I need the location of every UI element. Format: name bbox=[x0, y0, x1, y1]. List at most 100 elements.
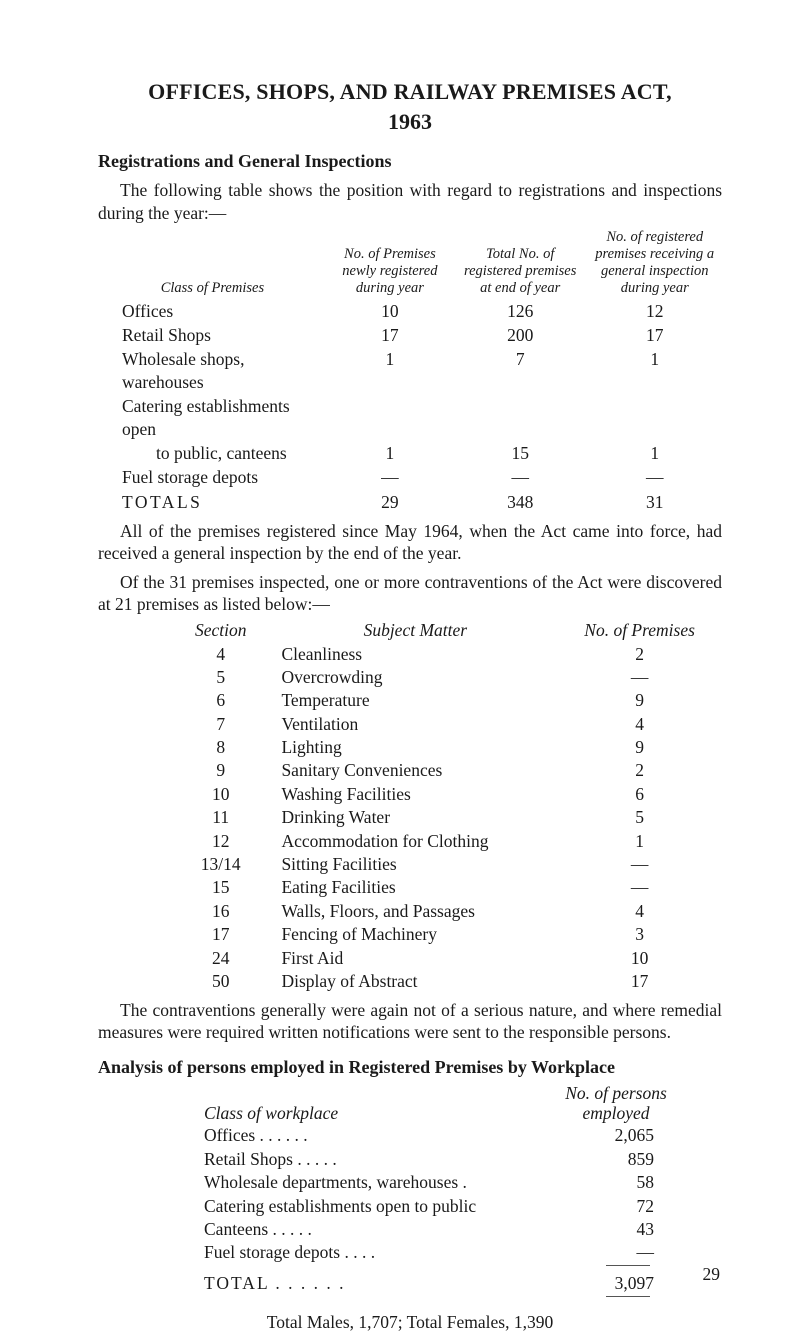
t1-total-c4: 31 bbox=[587, 490, 722, 514]
t2-count: 5 bbox=[557, 806, 722, 829]
t2-section: 11 bbox=[168, 806, 273, 829]
t3-rule-row-2 bbox=[198, 1295, 682, 1297]
t2-subject: Ventilation bbox=[273, 712, 557, 735]
t2-count: — bbox=[557, 876, 722, 899]
t2-count: 9 bbox=[557, 689, 722, 712]
t2-subject: Cleanliness bbox=[273, 642, 557, 665]
subheading-analysis: Analysis of persons employed in Register… bbox=[98, 1056, 722, 1079]
t3-workplace: Catering establishments open to public bbox=[198, 1194, 550, 1217]
t1-total-c2: 29 bbox=[327, 490, 453, 514]
t1-c3: 7 bbox=[453, 347, 588, 394]
table-row: Retail Shops1720017 bbox=[98, 323, 722, 347]
t3-workplace: Fuel storage depots . . . . bbox=[198, 1241, 550, 1264]
t1-c4: 1 bbox=[587, 347, 722, 394]
table-row: to public, canteens1151 bbox=[98, 441, 722, 465]
t2-subject: Drinking Water bbox=[273, 806, 557, 829]
table-row: Catering establishments open bbox=[98, 394, 722, 441]
t3-workplace: Canteens . . . . . bbox=[198, 1218, 550, 1241]
t3-total-row: TOTAL . . . . . .3,097 bbox=[198, 1266, 682, 1295]
t2-count: — bbox=[557, 853, 722, 876]
table-row: Retail Shops . . . . .859 bbox=[198, 1147, 682, 1170]
table-row: 9Sanitary Conveniences2 bbox=[168, 759, 722, 782]
contraventions-table: Section Subject Matter No. of Premises 4… bbox=[168, 618, 722, 993]
table-row: Fuel storage depots——— bbox=[98, 465, 722, 489]
t1-c3: 200 bbox=[453, 323, 588, 347]
t2-subject: Sanitary Conveniences bbox=[273, 759, 557, 782]
table-row: 50Display of Abstract17 bbox=[168, 970, 722, 993]
t3-workplace: Wholesale departments, warehouses . bbox=[198, 1171, 550, 1194]
t1-c3: 15 bbox=[453, 441, 588, 465]
t1-c3 bbox=[453, 394, 588, 441]
title-year: 1963 bbox=[98, 108, 722, 136]
t2-subject: Display of Abstract bbox=[273, 970, 557, 993]
t2-section: 24 bbox=[168, 946, 273, 969]
t2-head-section: Section bbox=[168, 618, 273, 642]
table-row: Fuel storage depots . . . .— bbox=[198, 1241, 682, 1264]
t2-subject: Sitting Facilities bbox=[273, 853, 557, 876]
registrations-table: Class of Premises No. of Premises newly … bbox=[98, 228, 722, 514]
t1-total-label: TOTALS bbox=[98, 490, 327, 514]
t3-workplace: Offices . . . . . . bbox=[198, 1124, 550, 1147]
t2-section: 50 bbox=[168, 970, 273, 993]
t2-count: 4 bbox=[557, 899, 722, 922]
t1-label: Fuel storage depots bbox=[98, 465, 327, 489]
t2-subject: Accommodation for Clothing bbox=[273, 829, 557, 852]
table-row: 15Eating Facilities— bbox=[168, 876, 722, 899]
t2-section: 13/14 bbox=[168, 853, 273, 876]
t3-count: 859 bbox=[550, 1147, 682, 1170]
t1-head-newly: No. of Premises newly registered during … bbox=[327, 228, 453, 298]
t3-count: 43 bbox=[550, 1218, 682, 1241]
t2-subject: Overcrowding bbox=[273, 665, 557, 688]
t1-c4: 12 bbox=[587, 299, 722, 323]
t2-count: 2 bbox=[557, 642, 722, 665]
table-row: 5Overcrowding— bbox=[168, 665, 722, 688]
t1-total-c3: 348 bbox=[453, 490, 588, 514]
t1-label: Retail Shops bbox=[98, 323, 327, 347]
t2-subject: Fencing of Machinery bbox=[273, 923, 557, 946]
t2-count: 9 bbox=[557, 736, 722, 759]
t2-subject: First Aid bbox=[273, 946, 557, 969]
table-row: 16Walls, Floors, and Passages4 bbox=[168, 899, 722, 922]
t1-c3: 126 bbox=[453, 299, 588, 323]
t3-total-count: 3,097 bbox=[550, 1266, 682, 1295]
t2-count: 4 bbox=[557, 712, 722, 735]
t2-count: 17 bbox=[557, 970, 722, 993]
t1-c2: 10 bbox=[327, 299, 453, 323]
table-row: 8Lighting9 bbox=[168, 736, 722, 759]
t2-subject: Walls, Floors, and Passages bbox=[273, 899, 557, 922]
t1-total-row: TOTALS2934831 bbox=[98, 490, 722, 514]
table-row: 4Cleanliness2 bbox=[168, 642, 722, 665]
t1-head-class: Class of Premises bbox=[98, 228, 327, 298]
t1-c4: — bbox=[587, 465, 722, 489]
t2-subject: Washing Facilities bbox=[273, 782, 557, 805]
t3-count: 2,065 bbox=[550, 1124, 682, 1147]
t2-count: 1 bbox=[557, 829, 722, 852]
t3-count: — bbox=[550, 1241, 682, 1264]
t2-count: 3 bbox=[557, 923, 722, 946]
t2-subject: Temperature bbox=[273, 689, 557, 712]
t2-body: 4Cleanliness25Overcrowding—6Temperature9… bbox=[168, 642, 722, 993]
t1-head-inspected: No. of registered premises receiving a g… bbox=[587, 228, 722, 298]
paragraph-3: Of the 31 premises inspected, one or mor… bbox=[98, 571, 722, 616]
table-row: 11Drinking Water5 bbox=[168, 806, 722, 829]
t1-c4 bbox=[587, 394, 722, 441]
t2-count: 10 bbox=[557, 946, 722, 969]
table-row: Offices . . . . . .2,065 bbox=[198, 1124, 682, 1147]
t2-count: 2 bbox=[557, 759, 722, 782]
t1-c4: 17 bbox=[587, 323, 722, 347]
t3-workplace: Retail Shops . . . . . bbox=[198, 1147, 550, 1170]
paragraph-2: All of the premises registered since May… bbox=[98, 520, 722, 565]
workplace-table: Class of workplace No. of persons employ… bbox=[198, 1083, 682, 1298]
table-row: 24First Aid10 bbox=[168, 946, 722, 969]
t2-section: 9 bbox=[168, 759, 273, 782]
t1-c2: 1 bbox=[327, 347, 453, 394]
t1-c4: 1 bbox=[587, 441, 722, 465]
table-row: 10Washing Facilities6 bbox=[168, 782, 722, 805]
t1-label: Offices bbox=[98, 299, 327, 323]
t2-subject: Lighting bbox=[273, 736, 557, 759]
t3-rule-2 bbox=[606, 1296, 650, 1297]
t3-total-label: TOTAL . . . . . . bbox=[198, 1266, 550, 1295]
t1-label: to public, canteens bbox=[98, 441, 327, 465]
t1-label: Wholesale shops, warehouses bbox=[98, 347, 327, 394]
t1-c2 bbox=[327, 394, 453, 441]
